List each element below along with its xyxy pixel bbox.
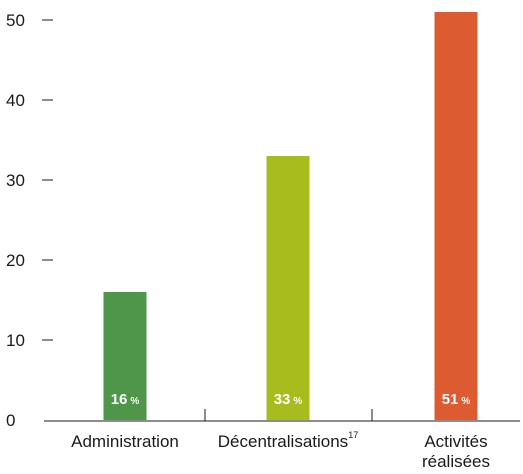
bar-value-label: 33% xyxy=(274,391,303,408)
bar-value-label: 51% xyxy=(442,391,471,408)
x-category-label: Administration xyxy=(71,432,179,451)
footnote-superscript: 17 xyxy=(348,430,358,440)
bar-value-label: 16% xyxy=(111,391,140,408)
x-axis-category-labels: Administration Décentralisations17 Activit… xyxy=(71,430,490,471)
y-axis: 0 10 20 30 40 50 xyxy=(6,11,53,430)
bar-value-labels: 16% 33% 51% xyxy=(111,391,471,408)
bar xyxy=(266,156,310,420)
y-tick-label: 0 xyxy=(6,411,15,430)
y-tick-label: 10 xyxy=(6,331,25,350)
y-tick-label: 20 xyxy=(6,251,25,270)
y-tick-label: 50 xyxy=(6,11,25,30)
bars xyxy=(103,12,478,420)
x-category-label: Activités xyxy=(424,432,487,451)
y-tick-label: 40 xyxy=(6,91,25,110)
y-tick-label: 30 xyxy=(6,171,25,190)
bar xyxy=(434,12,478,420)
x-category-label: réalisées xyxy=(422,452,490,471)
bar xyxy=(103,292,147,420)
x-category-label: Décentralisations17 xyxy=(218,430,358,451)
x-axis-ticks xyxy=(204,409,373,421)
